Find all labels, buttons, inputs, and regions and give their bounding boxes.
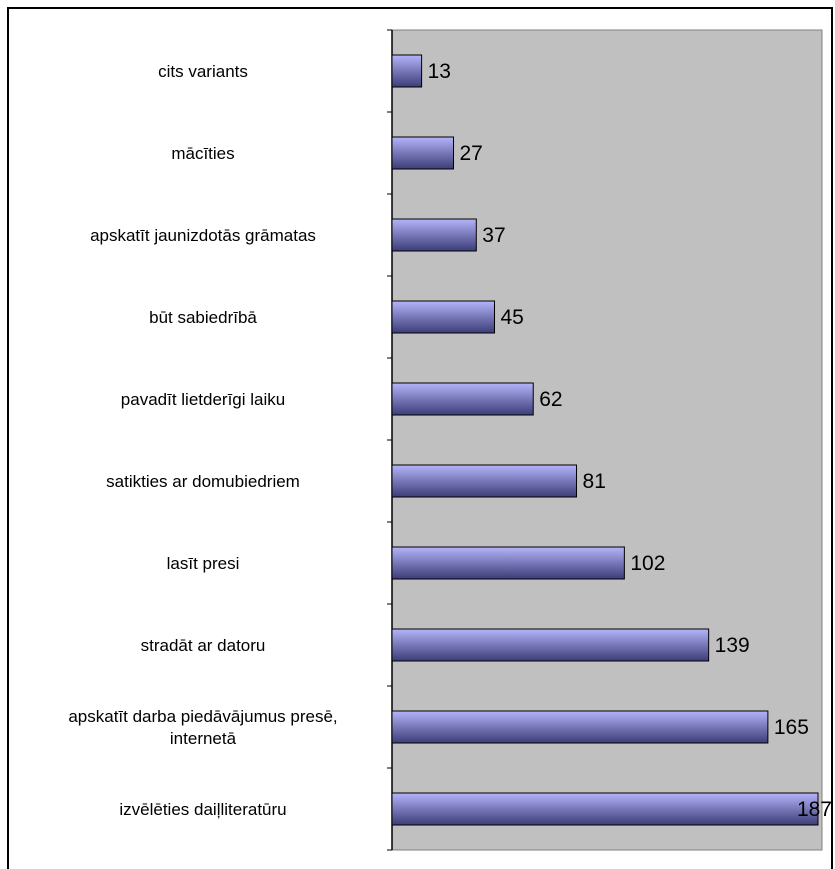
value-label: 37 xyxy=(482,224,505,247)
bar xyxy=(391,300,496,334)
bar xyxy=(391,628,710,662)
value-label: 139 xyxy=(715,634,750,657)
value-label: 102 xyxy=(630,552,665,575)
value-label: 62 xyxy=(539,388,562,411)
value-label: 81 xyxy=(583,470,606,493)
bar xyxy=(391,136,455,170)
bar xyxy=(391,792,819,826)
category-label: būt sabiedrībā xyxy=(149,308,257,327)
bar xyxy=(391,218,477,252)
value-label: 27 xyxy=(460,142,483,165)
bar xyxy=(391,546,625,580)
bar xyxy=(391,710,769,744)
bar xyxy=(391,54,423,88)
category-label: cits variants xyxy=(158,62,248,81)
category-labels: cits variants mācīties apskatīt jaunizdotā… xyxy=(68,62,337,819)
category-label: satikties ar domubiedriem xyxy=(106,472,300,491)
value-label: 45 xyxy=(501,306,524,329)
category-axis-ticks xyxy=(387,29,392,851)
category-label: lasīt presi xyxy=(167,554,240,573)
category-label: mācīties xyxy=(171,144,234,163)
category-label: apskatīt darba piedāvājumus presē, intern… xyxy=(68,707,337,748)
category-label: stradāt ar datoru xyxy=(141,636,266,655)
bar xyxy=(391,464,578,498)
value-label: 13 xyxy=(428,60,451,83)
category-label: pavadīt lietderīgi laiku xyxy=(121,390,285,409)
value-label: 165 xyxy=(774,716,809,739)
bars xyxy=(391,54,819,826)
bar xyxy=(391,382,534,416)
category-label: apskatīt jaunizdotās grāmatas xyxy=(90,226,316,245)
value-labels: 13 27 37 45 62 81 102 139 165 187 xyxy=(428,60,832,821)
category-label: izvēlēties daiļliteratūru xyxy=(119,800,286,819)
value-label: 187 xyxy=(797,798,832,821)
